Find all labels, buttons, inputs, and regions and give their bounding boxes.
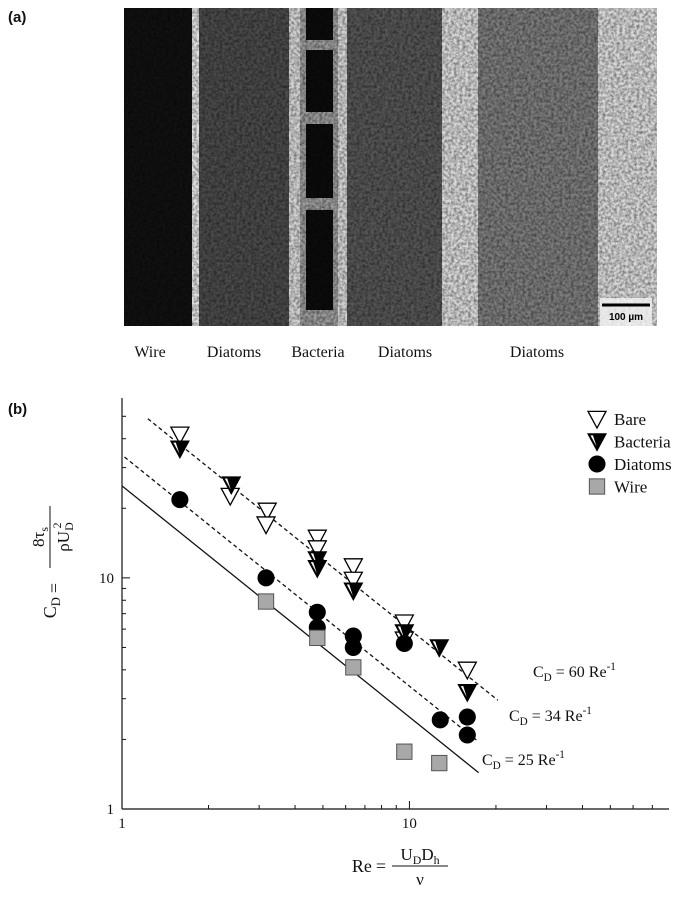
square-marker: [397, 744, 412, 759]
term: Re: [589, 664, 607, 681]
circle-marker: [257, 569, 274, 586]
strip-label: Bacteria: [291, 344, 344, 361]
exponent: -1: [556, 749, 565, 761]
figure: (a) 100 µm Wire Diatoms Bacteria Diatoms Dia…: [0, 0, 673, 905]
subscript: s: [37, 527, 51, 532]
equals: =: [505, 752, 514, 769]
scale-bar-label: 100 µm: [609, 312, 643, 323]
equals: =: [44, 583, 64, 593]
legend: Bare Bacteria Diatoms Wire: [588, 410, 672, 497]
coefficient: 60: [569, 664, 585, 681]
axis-label-numerator: UDDh: [400, 845, 439, 867]
subscript: h: [434, 853, 440, 867]
circle-marker: [345, 639, 362, 656]
label-part: ν: [416, 870, 424, 889]
triangle-marker: [588, 411, 606, 428]
square-marker: [258, 594, 273, 609]
axis-label-denominator: ρUD2: [50, 522, 76, 552]
square-marker: [589, 479, 604, 494]
y-tick-label: 1: [107, 802, 115, 818]
subscript: D: [520, 716, 528, 728]
fit-line: [122, 486, 479, 773]
label-part: U: [400, 845, 412, 864]
half-triangle-marker: [344, 583, 362, 600]
label-part: Re: [352, 856, 372, 876]
marker-body: [308, 561, 326, 578]
label-part: C: [40, 606, 60, 618]
subscript: D: [49, 597, 63, 606]
legend-label: Bacteria: [614, 433, 671, 452]
strip-label: Diatoms: [510, 344, 564, 361]
strip-label: Diatoms: [378, 344, 432, 361]
half-triangle-marker: [458, 685, 476, 702]
panel-label: (a): [8, 9, 26, 26]
circle-marker: [459, 708, 476, 725]
label-part: C: [533, 664, 544, 681]
label-part: D: [421, 845, 433, 864]
label-part: C: [482, 752, 493, 769]
subscript: D: [493, 760, 501, 772]
axis-label-lhs: Re=: [352, 856, 386, 876]
triangle-marker: [257, 517, 275, 534]
x-tick-label: 10: [402, 816, 417, 832]
marker-body: [458, 685, 476, 702]
x-tick-label: 1: [118, 816, 126, 832]
superscript: 2: [50, 522, 64, 528]
exponent: -1: [583, 705, 592, 717]
half-triangle-marker: [588, 434, 606, 451]
legend-label: Bare: [614, 410, 646, 429]
page: (a) 100 µm Wire Diatoms Bacteria Diatoms Dia…: [0, 0, 673, 905]
circle-marker: [309, 604, 326, 621]
coefficient: 34: [545, 708, 561, 725]
label-part: ρU: [54, 531, 73, 552]
circle-marker: [432, 711, 449, 728]
axis-label-numerator: 8τs: [29, 527, 51, 547]
legend-label: Diatoms: [614, 455, 672, 474]
y-axis-label: CD=8τsρUD2: [29, 506, 76, 618]
legend-label: Wire: [614, 478, 647, 497]
axis-label-denominator: ν: [416, 870, 424, 889]
strip-label: Wire: [134, 344, 165, 361]
term: Re: [565, 708, 583, 725]
half-triangle-marker: [308, 561, 326, 578]
circle-marker: [396, 635, 413, 652]
strip-label: Diatoms: [207, 344, 261, 361]
circle-marker: [459, 726, 476, 743]
equals: =: [532, 708, 541, 725]
y-tick-label: 10: [99, 571, 114, 587]
subscript: D: [62, 522, 76, 531]
micrograph: [124, 8, 657, 326]
square-marker: [346, 660, 361, 675]
label-part: 8τ: [29, 531, 48, 547]
label-part: C: [509, 708, 520, 725]
circle-marker: [588, 455, 605, 472]
equals: =: [376, 856, 386, 876]
marker-body: [588, 434, 606, 451]
coefficient: 25: [518, 752, 534, 769]
marker-body: [344, 583, 362, 600]
exponent: -1: [607, 661, 616, 673]
circle-marker: [171, 491, 188, 508]
square-marker: [310, 630, 325, 645]
panel-label: (b): [8, 401, 27, 418]
term: Re: [538, 752, 556, 769]
subscript: D: [544, 672, 552, 684]
axis-label-lhs: CD =: [40, 583, 64, 618]
equals: =: [556, 664, 565, 681]
square-marker: [432, 755, 447, 770]
x-axis-label: Re= UDDh ν: [352, 845, 448, 889]
